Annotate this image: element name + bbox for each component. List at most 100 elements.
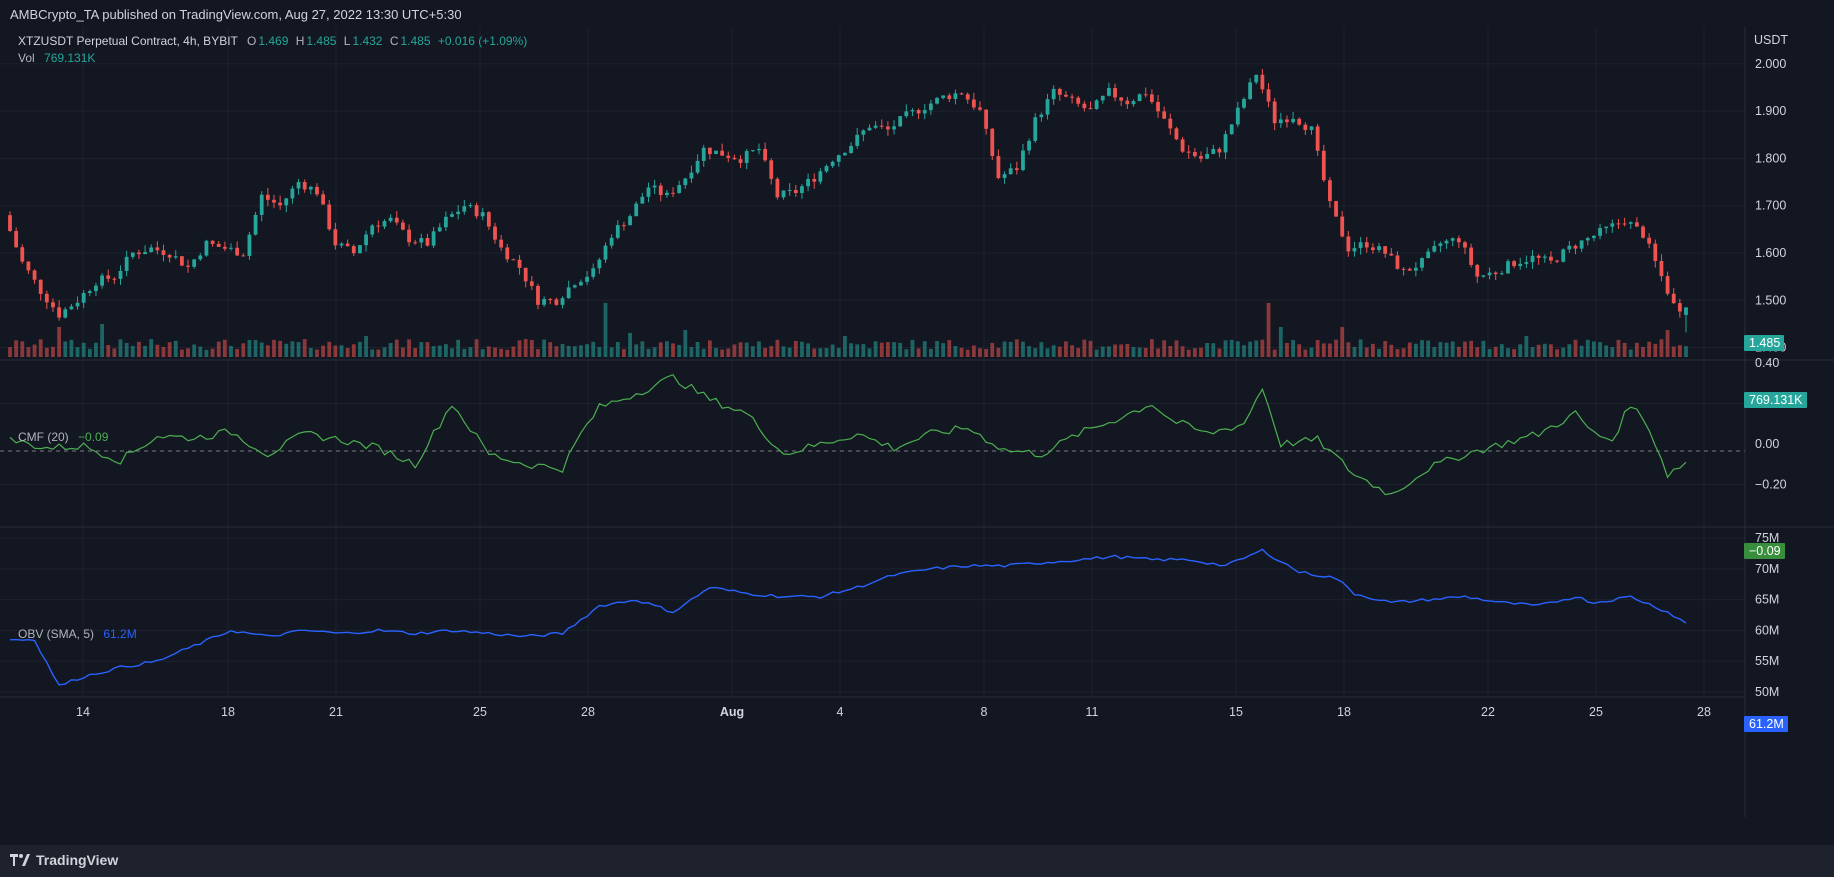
candle-body xyxy=(167,254,172,258)
time-tick-label: 18 xyxy=(221,705,235,719)
candle xyxy=(161,244,166,262)
volume-bar xyxy=(658,342,663,357)
volume-bar xyxy=(781,346,786,357)
candle xyxy=(640,192,645,204)
candle-body xyxy=(806,178,810,187)
candle-body xyxy=(554,299,559,305)
volume-bar xyxy=(124,342,129,357)
candle xyxy=(554,297,559,306)
tradingview-logo[interactable]: TradingView xyxy=(10,852,118,868)
cmf-label: CMF (20) xyxy=(18,430,69,444)
price-tick-label: 1.700 xyxy=(1755,199,1786,213)
candle-body xyxy=(149,247,154,253)
candle-body xyxy=(229,247,233,249)
candle-body xyxy=(1665,276,1670,294)
candle-body xyxy=(935,97,939,104)
volume-bar xyxy=(229,345,233,357)
candle xyxy=(327,199,332,231)
volume-bar xyxy=(579,345,583,357)
volume-bar xyxy=(806,343,810,357)
volume-bar xyxy=(750,346,755,357)
candle xyxy=(1340,211,1345,238)
candle xyxy=(130,252,135,260)
candle xyxy=(560,296,565,309)
candle-body xyxy=(861,130,866,135)
candle-body xyxy=(456,211,461,215)
volume-bar xyxy=(462,348,467,357)
volume-bar xyxy=(1088,340,1093,357)
volume-bar xyxy=(892,342,896,357)
candle xyxy=(1242,97,1246,110)
candle xyxy=(1512,259,1516,269)
candle xyxy=(192,258,197,269)
candle-body xyxy=(259,194,264,215)
candle-body xyxy=(431,231,436,246)
volume-bar xyxy=(1659,339,1664,357)
candle xyxy=(910,108,915,117)
volume-bar xyxy=(204,349,209,357)
candle xyxy=(278,195,283,210)
candle-body xyxy=(579,281,583,286)
candle-body xyxy=(744,151,749,163)
candle xyxy=(941,95,946,100)
volume-bar xyxy=(1579,345,1584,357)
volume-bar xyxy=(1229,339,1234,357)
candle xyxy=(284,197,289,213)
candle-body xyxy=(572,285,577,288)
candle xyxy=(1260,68,1265,94)
candle-body xyxy=(468,205,473,207)
candle-body xyxy=(1254,74,1259,83)
candle-body xyxy=(1235,107,1240,125)
candle-body xyxy=(898,116,903,127)
candle-body xyxy=(1420,258,1424,268)
candle-body xyxy=(922,110,927,114)
candle-body xyxy=(247,234,252,256)
candle xyxy=(1205,147,1210,160)
chart-svg[interactable]: 2.0001.9001.8001.7001.6001.5001.4000.400… xyxy=(0,27,1834,844)
volume-bar xyxy=(1524,336,1529,357)
candle-body xyxy=(296,182,301,189)
candle xyxy=(1549,251,1553,264)
candle xyxy=(1524,255,1529,269)
candle-body xyxy=(106,275,111,279)
candle xyxy=(873,121,878,130)
candle xyxy=(1082,100,1087,112)
candle-body xyxy=(32,270,37,280)
candle xyxy=(345,239,350,247)
candle-body xyxy=(1119,97,1124,101)
candle-body xyxy=(646,187,651,197)
volume-bar xyxy=(376,349,381,357)
volume-bar xyxy=(904,349,909,357)
candle xyxy=(677,180,682,194)
volume-bar xyxy=(572,346,577,357)
candle-body xyxy=(1088,108,1093,110)
candle-body xyxy=(1493,272,1498,275)
volume-bar xyxy=(517,340,522,357)
volume-bar xyxy=(585,344,589,357)
volume-bar xyxy=(1008,341,1013,357)
candle-body xyxy=(425,237,430,246)
candle xyxy=(296,178,301,195)
candle xyxy=(1634,217,1639,227)
candle-body xyxy=(1180,139,1185,152)
volume-bar xyxy=(1205,343,1210,357)
candle-body xyxy=(941,95,946,98)
volume-bar xyxy=(775,339,780,357)
volume-bar xyxy=(554,346,559,357)
candle xyxy=(1328,177,1332,208)
candle xyxy=(738,155,743,168)
candle-body xyxy=(793,190,798,194)
candle-body xyxy=(1272,101,1277,124)
volume-bar xyxy=(1113,344,1117,357)
obv-tick-label: 70M xyxy=(1755,562,1779,576)
volume-bar xyxy=(1027,346,1032,357)
volume-bar xyxy=(935,340,939,357)
volume-bar xyxy=(793,340,798,357)
volume-bar xyxy=(941,343,946,357)
volume-bar xyxy=(1119,344,1124,357)
candle xyxy=(1463,240,1467,255)
time-tick-label: 8 xyxy=(981,705,988,719)
candle-body xyxy=(517,259,522,268)
volume-bar xyxy=(364,336,368,357)
